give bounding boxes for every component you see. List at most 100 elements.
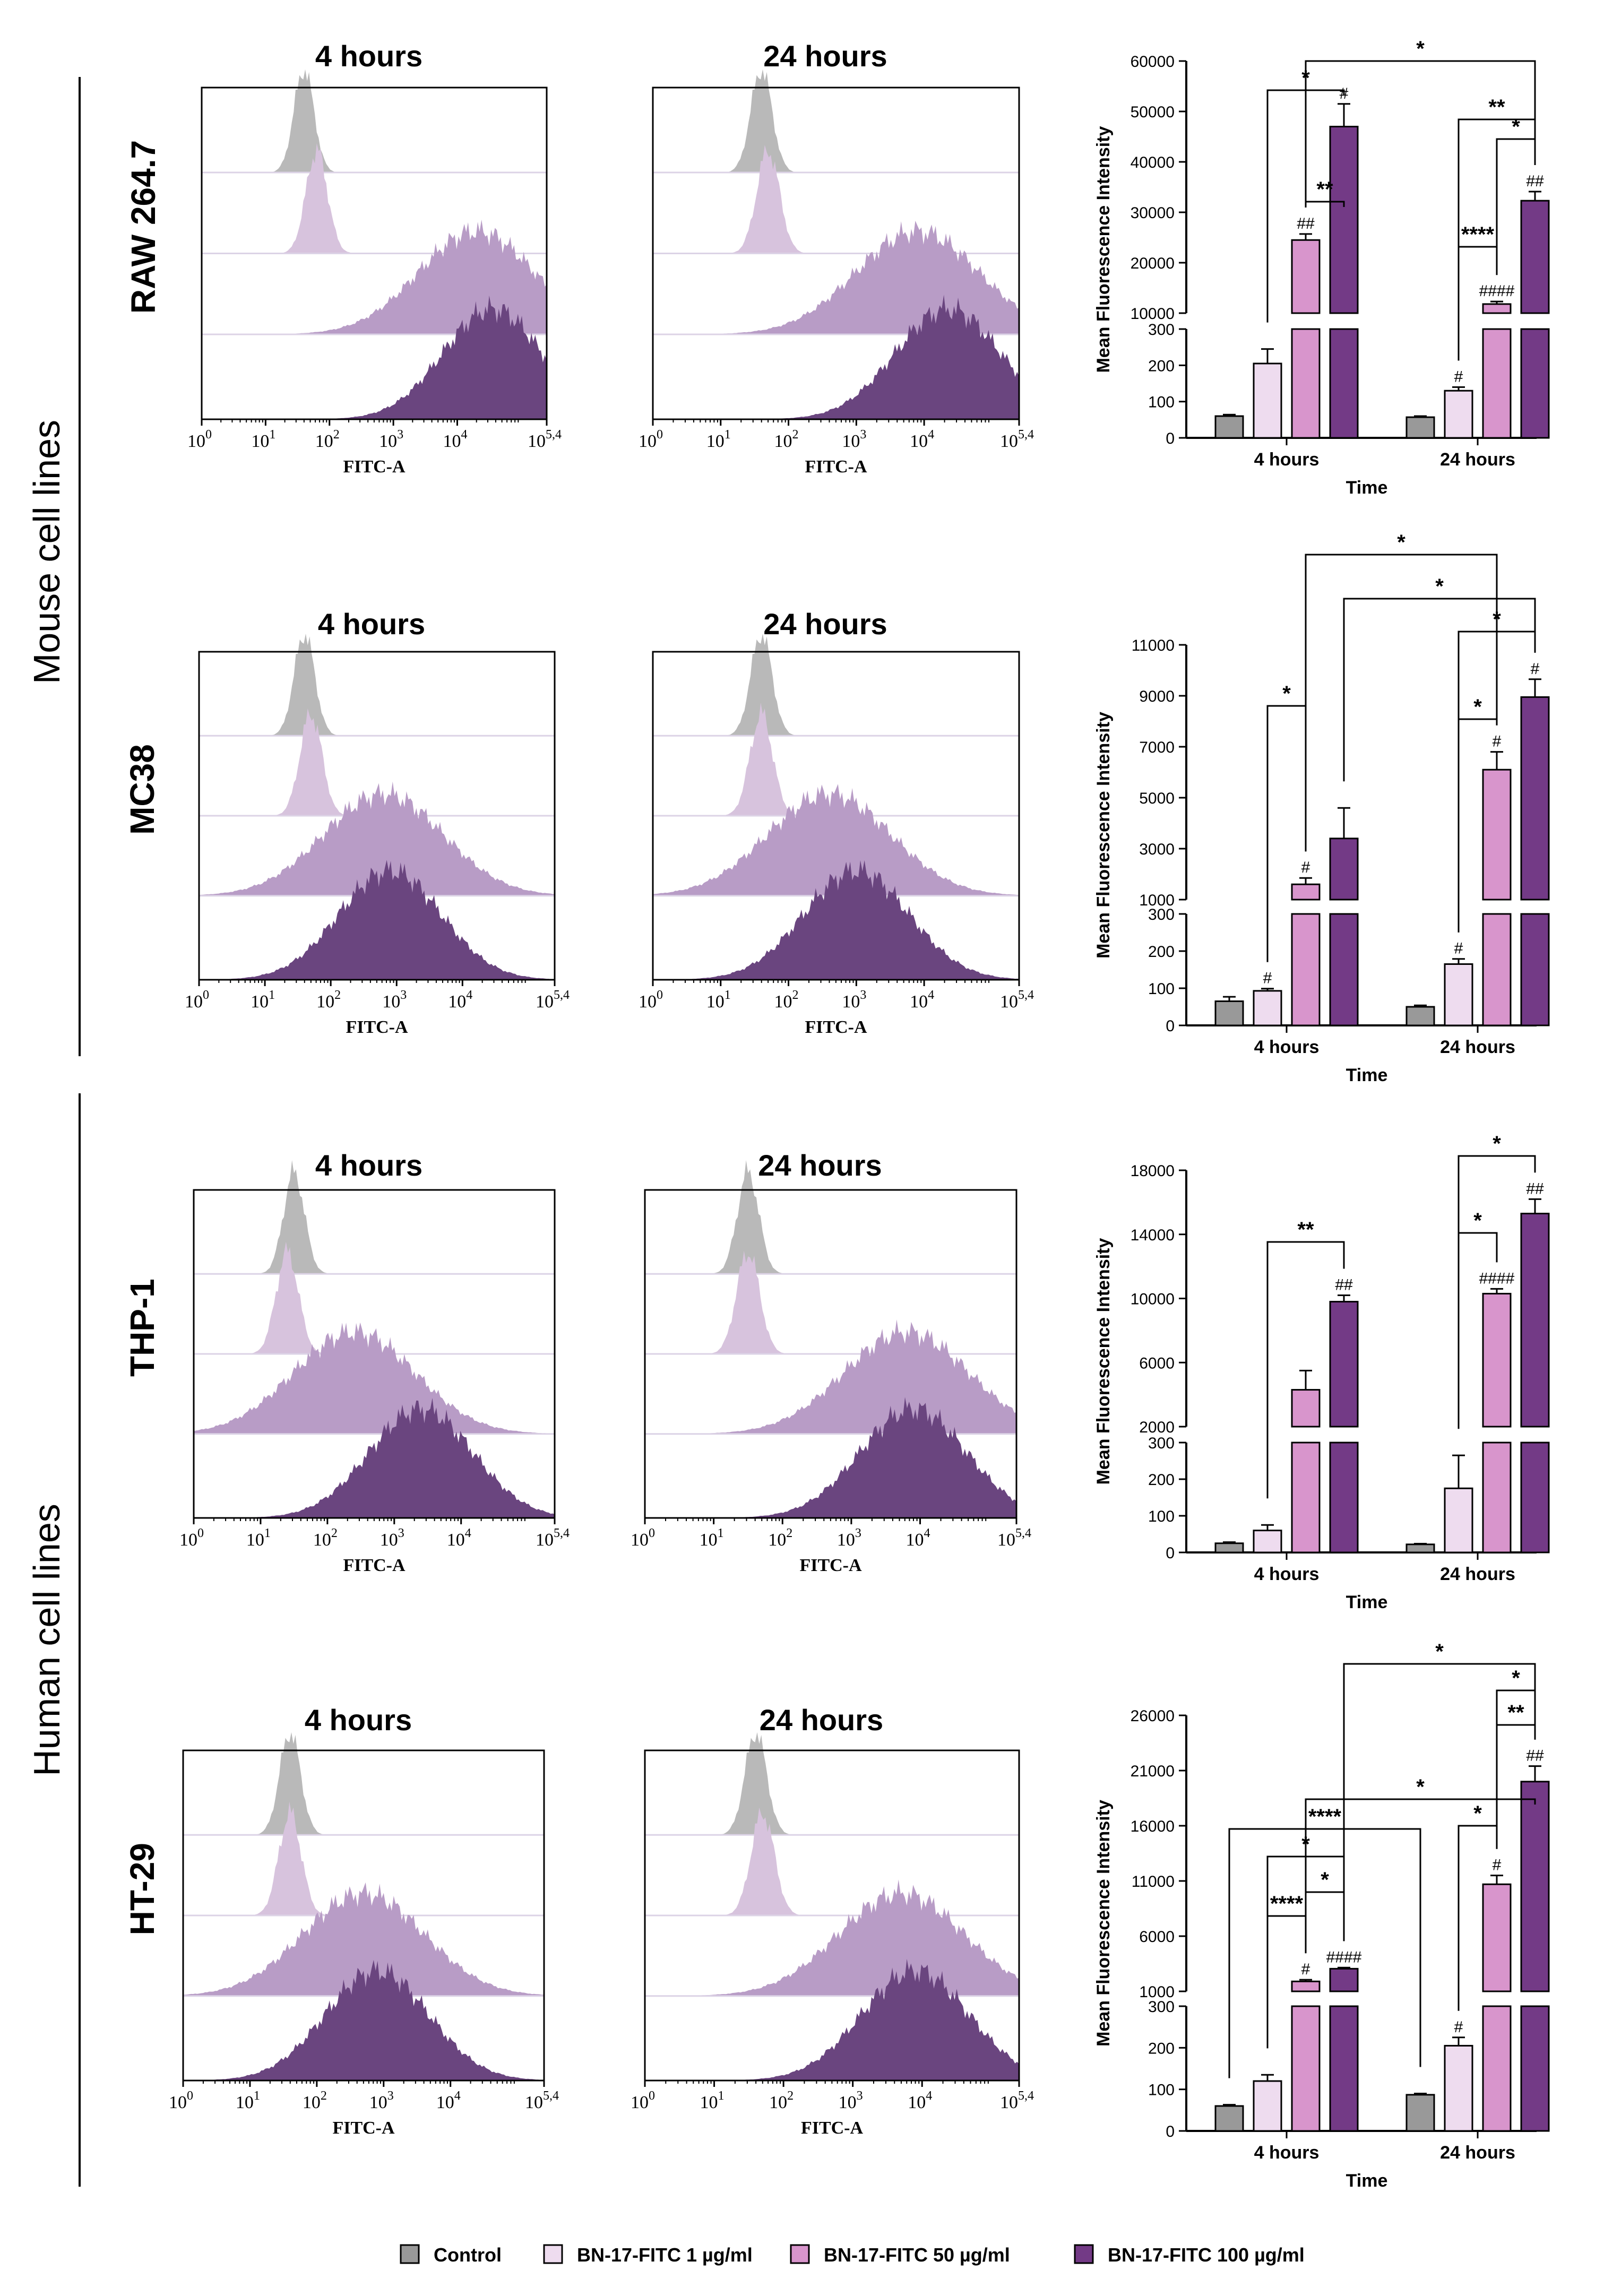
y-axis-label: Mean Fluorescence Intensity bbox=[1093, 126, 1114, 373]
bar-2-0-low bbox=[1291, 913, 1321, 1026]
hist-peak-100ug bbox=[653, 860, 1019, 980]
hash-mark: ## bbox=[1526, 1180, 1544, 1197]
histogram-3-24h: 100 101 102 103 104 105,4 FITC-A bbox=[631, 1732, 1034, 2138]
hash-mark: ## bbox=[1297, 215, 1315, 232]
hist-tick-label: 105,4 bbox=[536, 988, 570, 1012]
legend-swatch-2 bbox=[790, 2244, 810, 2264]
hist-tick-label: 104 bbox=[447, 1526, 471, 1550]
bar-2-0 bbox=[1291, 239, 1321, 314]
hist-peak-control bbox=[183, 1732, 544, 1835]
hist-tick-label: 104 bbox=[448, 988, 472, 1012]
histogram-0-4h: 100 101 102 103 104 105,4 FITC-A bbox=[187, 69, 562, 477]
y-tick-label: 11000 bbox=[1132, 637, 1175, 654]
x-tick-label: 4 hours bbox=[1254, 1564, 1320, 1584]
hist-tick-label: 103 bbox=[842, 988, 866, 1012]
y-tick-label: 300 bbox=[1148, 1435, 1175, 1452]
time-title-4h: 4 hours bbox=[318, 607, 425, 641]
y-tick-label: 10000 bbox=[1131, 1291, 1175, 1308]
y-tick-label: 2000 bbox=[1139, 1419, 1175, 1436]
y-tick-label: 10000 bbox=[1131, 305, 1175, 323]
human-group-label: Human cell lines bbox=[26, 1504, 67, 1776]
bar-3-0-low bbox=[1329, 328, 1359, 439]
bar-0-0 bbox=[1214, 415, 1244, 439]
hash-mark: ## bbox=[1335, 1276, 1353, 1293]
y-tick-label: 21000 bbox=[1131, 1763, 1175, 1780]
y-tick-label: 11000 bbox=[1132, 1873, 1175, 1891]
hist-tick-label: 100 bbox=[185, 988, 209, 1012]
hist-tick-label: 103 bbox=[379, 428, 403, 451]
hist-peak-control bbox=[653, 69, 1019, 173]
bar-3-0 bbox=[1329, 126, 1359, 314]
y-tick-label: 100 bbox=[1148, 2082, 1175, 2099]
bar-0-1 bbox=[1405, 2094, 1435, 2132]
hist-tick-label: 102 bbox=[774, 988, 799, 1012]
hist-tick-label: 104 bbox=[910, 988, 934, 1012]
sig-label: * bbox=[1416, 1775, 1425, 1799]
hash-mark: ## bbox=[1526, 172, 1544, 190]
x-axis-label: Time bbox=[1346, 478, 1388, 498]
sig-label: ** bbox=[1507, 1701, 1524, 1724]
hist-peak-1ug bbox=[645, 1250, 1016, 1354]
x-axis-label: Time bbox=[1346, 2171, 1388, 2191]
y-tick-label: 26000 bbox=[1131, 1707, 1175, 1725]
sig-bracket bbox=[1458, 118, 1536, 361]
sig-bracket bbox=[1228, 1828, 1421, 2078]
x-tick-label: 24 hours bbox=[1440, 1564, 1515, 1584]
y-tick-label: 100 bbox=[1148, 1508, 1175, 1525]
hist-xlabel: FITC-A bbox=[799, 1556, 862, 1575]
hist-xlabel: FITC-A bbox=[805, 1017, 867, 1037]
bar-0-0 bbox=[1214, 2105, 1244, 2132]
hist-tick-label: 103 bbox=[837, 1526, 861, 1550]
sig-bracket bbox=[1458, 1155, 1536, 1429]
sig-label: ** bbox=[1488, 96, 1505, 119]
hist-tick-label: 102 bbox=[316, 988, 341, 1012]
y-tick-label: 60000 bbox=[1131, 53, 1175, 71]
y-tick-label: 100 bbox=[1148, 980, 1175, 998]
legend-label-2: BN-17-FITC 50 µg/ml bbox=[824, 2244, 1010, 2266]
x-tick-label: 24 hours bbox=[1440, 1037, 1515, 1057]
hist-tick-label: 101 bbox=[706, 988, 731, 1012]
hist-peak-100ug bbox=[645, 1397, 1016, 1518]
hist-tick-label: 105,4 bbox=[1000, 988, 1034, 1012]
x-tick-label: 24 hours bbox=[1440, 2143, 1515, 2163]
hist-tick-label: 105,4 bbox=[536, 1526, 570, 1550]
bar-1-1 bbox=[1444, 963, 1473, 1026]
hash-mark: ## bbox=[1526, 1747, 1544, 1765]
sig-label: * bbox=[1473, 695, 1482, 719]
time-title-4h: 4 hours bbox=[315, 39, 422, 73]
bar-2-0 bbox=[1291, 1389, 1321, 1428]
group-labels: Mouse cell lines Human cell lines bbox=[26, 77, 81, 2187]
time-title-24h: 24 hours bbox=[760, 1703, 883, 1737]
sig-bracket bbox=[1343, 1663, 1536, 1941]
y-tick-label: 300 bbox=[1148, 321, 1175, 339]
hist-xlabel: FITC-A bbox=[343, 1556, 406, 1575]
hist-xlabel: FITC-A bbox=[346, 1017, 408, 1037]
bar-1-0 bbox=[1253, 2080, 1282, 2132]
sig-bracket bbox=[1305, 1891, 1345, 1954]
hist-tick-label: 102 bbox=[303, 2089, 327, 2112]
hash-mark: #### bbox=[1479, 1270, 1515, 1287]
hist-tick-label: 102 bbox=[315, 428, 340, 451]
hist-tick-label: 104 bbox=[910, 428, 934, 451]
hist-xlabel: FITC-A bbox=[805, 457, 867, 477]
time-title-4h: 4 hours bbox=[305, 1703, 412, 1737]
sig-label: * bbox=[1435, 575, 1444, 598]
hist-peak-100ug bbox=[645, 1958, 1019, 2081]
sig-label: ** bbox=[1297, 1218, 1314, 1241]
y-tick-label: 5000 bbox=[1139, 790, 1175, 807]
y-tick-label: 18000 bbox=[1131, 1162, 1175, 1180]
x-tick-label: 4 hours bbox=[1254, 1037, 1320, 1057]
hist-peak-control bbox=[199, 633, 555, 736]
bar-1-0 bbox=[1253, 1530, 1282, 1553]
hist-peak-1ug bbox=[194, 1241, 555, 1354]
y-tick-label: 200 bbox=[1148, 357, 1175, 375]
hist-tick-label: 105,4 bbox=[525, 2089, 559, 2112]
y-tick-label: 0 bbox=[1166, 2123, 1175, 2140]
histogram-1-24h: 100 101 102 103 104 105,4 FITC-A bbox=[639, 633, 1034, 1037]
hist-tick-label: 100 bbox=[179, 1526, 204, 1550]
y-tick-label: 200 bbox=[1148, 2040, 1175, 2057]
bar-2-1 bbox=[1482, 769, 1512, 901]
hash-mark: #### bbox=[1326, 1948, 1362, 1966]
bar-2-0 bbox=[1291, 1980, 1321, 1992]
